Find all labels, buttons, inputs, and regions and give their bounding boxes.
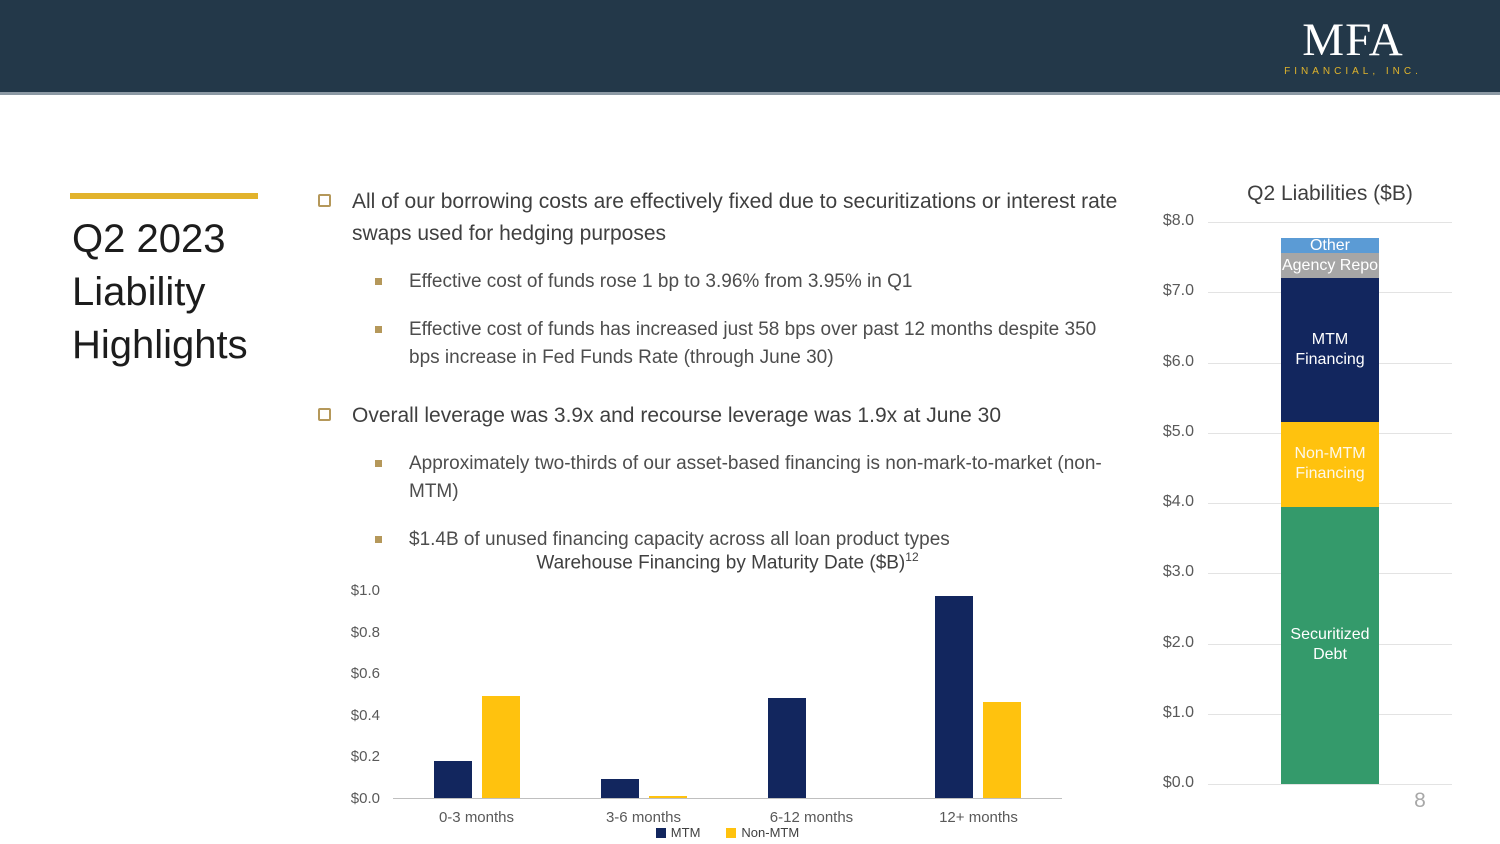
warehouse-y-tick: $0.0 xyxy=(350,790,380,807)
liabilities-y-tick: $8.0 xyxy=(1162,212,1194,229)
warehouse-category-label: 6-12 months xyxy=(769,809,854,826)
sub-bullet-text: Effective cost of funds rose 1 bp to 3.9… xyxy=(409,271,913,292)
checkbox-bullet-icon xyxy=(318,194,331,207)
warehouse-bar-mtm xyxy=(601,779,639,798)
top-banner: MFA FINANCIAL, INC. xyxy=(0,0,1500,95)
liabilities-y-tick: $6.0 xyxy=(1162,352,1194,370)
square-bullet-icon xyxy=(375,460,382,467)
bullet-item: Overall leverage was 3.9x and recourse l… xyxy=(318,400,1138,432)
warehouse-chart-plot: $0.0 $0.2 $0.4 $0.6 $0.8 $1.0 0-3 months 3-6 mo… xyxy=(351,582,1062,826)
liabilities-segment-securitized-debt: Securitized Debt xyxy=(1281,506,1379,784)
liabilities-segment-label: MTM Financing xyxy=(1295,331,1365,369)
warehouse-chart-title-text: Warehouse Financing by Maturity Date ($B… xyxy=(536,552,906,574)
warehouse-y-tick: $1.0 xyxy=(350,582,380,599)
liabilities-y-tick: $1.0 xyxy=(1162,703,1194,721)
mfa-logo-text: MFA xyxy=(1302,14,1404,66)
sub-bullet-text: Effective cost of funds has increased ju… xyxy=(409,319,1097,368)
warehouse-chart-legend: MTM Non-MTM xyxy=(393,825,1062,840)
sub-bullet-text: Approximately two-thirds of our asset-ba… xyxy=(409,453,1102,502)
bullet-item: All of our borrowing costs are effective… xyxy=(318,186,1138,250)
sub-bullet-text: $1.4B of unused financing capacity acros… xyxy=(409,529,950,550)
legend-swatch-icon xyxy=(726,827,737,838)
liabilities-segment-label: Non-MTM Financing xyxy=(1294,445,1366,483)
warehouse-y-tick: $0.6 xyxy=(350,665,380,683)
warehouse-y-tick: $0.4 xyxy=(350,706,380,724)
bullet-text: All of our borrowing costs are effective… xyxy=(352,190,1118,245)
liabilities-segment-agency-repo: Agency Repo xyxy=(1281,252,1379,279)
warehouse-y-tick: $0.8 xyxy=(350,623,380,641)
page-number: 8 xyxy=(1414,789,1426,812)
square-bullet-icon xyxy=(375,278,382,285)
warehouse-chart-title-footnote: 12 xyxy=(905,550,919,564)
legend-item-non-mtm: Non-MTM xyxy=(726,825,799,840)
mfa-logo-subtext: FINANCIAL, INC. xyxy=(1284,66,1422,77)
checkbox-bullet-icon xyxy=(318,408,331,421)
legend-swatch-icon xyxy=(655,827,666,838)
liabilities-segment-label: Securitized Debt xyxy=(1290,626,1370,664)
page-title: Q2 2023 Liability Highlights xyxy=(72,217,248,367)
warehouse-chart-title: Warehouse Financing by Maturity Date ($B… xyxy=(390,550,1065,574)
warehouse-bar-non-mtm xyxy=(649,796,687,798)
liabilities-segment-mtm-financing: MTM Financing xyxy=(1281,278,1379,423)
liabilities-y-tick: $5.0 xyxy=(1162,422,1194,440)
liabilities-y-tick: $2.0 xyxy=(1162,633,1194,651)
legend-label: Non-MTM xyxy=(741,825,800,840)
sub-bullet-item: Effective cost of funds rose 1 bp to 3.9… xyxy=(375,268,1138,296)
warehouse-bar-mtm xyxy=(434,761,472,798)
liabilities-y-tick: $3.0 xyxy=(1162,563,1194,581)
bullet-list: All of our borrowing costs are effective… xyxy=(318,186,1138,574)
liabilities-segment-label: Other xyxy=(1309,236,1350,254)
liabilities-gridline xyxy=(1208,784,1452,785)
warehouse-category-label: 3-6 months xyxy=(605,809,682,826)
sub-bullet-item: $1.4B of unused financing capacity acros… xyxy=(375,526,1138,554)
liabilities-gridline xyxy=(1208,222,1452,223)
warehouse-bar-mtm xyxy=(935,596,973,798)
liabilities-y-tick: $0.0 xyxy=(1162,774,1194,791)
warehouse-y-tick: $0.2 xyxy=(350,748,380,766)
warehouse-bar-mtm xyxy=(768,698,806,798)
square-bullet-icon xyxy=(375,326,382,333)
title-accent-bar xyxy=(70,193,258,199)
warehouse-category-label: 12+ months xyxy=(939,809,1018,826)
mfa-logo: MFA FINANCIAL, INC. xyxy=(1268,16,1438,77)
square-bullet-icon xyxy=(375,536,382,543)
liabilities-chart-stack: Securitized Debt Non-MTM Financing MTM Fin… xyxy=(1281,222,1379,784)
sub-bullet-item: Effective cost of funds has increased ju… xyxy=(375,316,1138,372)
legend-item-mtm: MTM xyxy=(655,825,701,840)
sub-bullet-item: Approximately two-thirds of our asset-ba… xyxy=(375,450,1138,506)
liabilities-y-tick: $7.0 xyxy=(1162,282,1194,300)
liabilities-chart-title: Q2 Liabilities ($B) xyxy=(1247,182,1413,205)
bullet-text: Overall leverage was 3.9x and recourse l… xyxy=(352,404,1002,427)
warehouse-bar-non-mtm xyxy=(983,702,1021,798)
liabilities-segment-non-mtm-financing: Non-MTM Financing xyxy=(1281,422,1379,507)
liabilities-y-tick: $4.0 xyxy=(1162,493,1194,510)
legend-label: MTM xyxy=(670,825,701,840)
warehouse-category-label: 0-3 months xyxy=(438,809,515,826)
liabilities-segment-label: Agency Repo xyxy=(1281,256,1379,274)
warehouse-bar-non-mtm xyxy=(482,696,520,798)
liabilities-segment-other: Other xyxy=(1281,236,1379,254)
